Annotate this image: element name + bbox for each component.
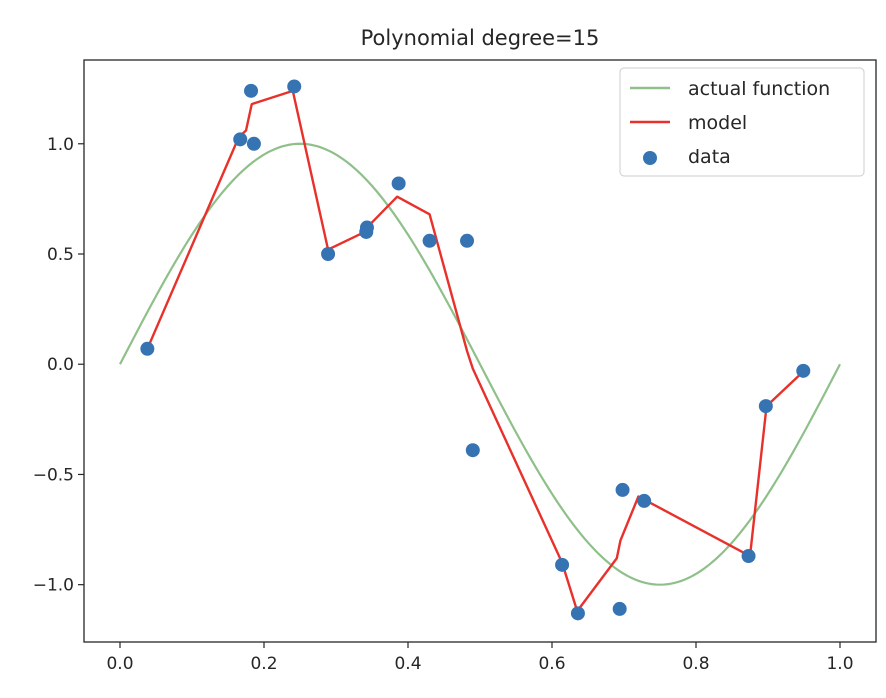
data-point <box>612 601 627 616</box>
data-point <box>758 399 773 414</box>
data-point <box>460 233 475 248</box>
legend-label: model <box>688 112 747 134</box>
data-point <box>246 136 261 151</box>
x-tick-label: 0.0 <box>106 654 133 674</box>
x-tick-label: 1.0 <box>826 654 853 674</box>
data-point <box>465 443 480 458</box>
y-tick-label: −1.0 <box>33 576 74 596</box>
legend-box <box>619 67 865 177</box>
data-point <box>422 233 437 248</box>
y-tick-label: −0.5 <box>33 465 74 485</box>
data-point <box>140 341 155 356</box>
data-point <box>244 83 259 98</box>
data-point <box>321 247 336 261</box>
data-point <box>741 549 756 564</box>
data-point <box>615 482 630 497</box>
x-tick-label: 0.4 <box>394 654 421 674</box>
axes: 0.0 0.2 0.4 0.6 0.8 1.0 −1.0 −0.5 0.0 0.5 1.0 <box>33 59 877 674</box>
y-tick-label: 1.0 <box>47 135 74 155</box>
x-tick-label: 0.8 <box>682 654 709 674</box>
legend-label: actual function <box>688 78 830 100</box>
legend: actual function model data <box>619 67 865 177</box>
legend-label: data <box>688 146 731 168</box>
data-point <box>637 493 652 508</box>
plot-frame <box>83 59 877 643</box>
data-point <box>391 176 406 191</box>
x-tick-label: 0.2 <box>250 654 277 674</box>
chart-title: Polynomial degree=15 <box>361 26 600 50</box>
data-point <box>796 363 811 378</box>
legend-swatch-marker <box>643 151 657 165</box>
actual-function-line <box>119 142 841 586</box>
model-line <box>146 89 805 613</box>
data-point <box>359 220 374 235</box>
data-point <box>233 132 248 147</box>
data-point <box>555 557 570 572</box>
y-tick-label: 0.0 <box>47 355 74 375</box>
plot-area <box>119 79 841 621</box>
data-point <box>287 79 302 94</box>
y-tick-label: 0.5 <box>47 245 74 265</box>
x-tick-label: 0.6 <box>538 654 565 674</box>
data-point <box>570 606 585 621</box>
